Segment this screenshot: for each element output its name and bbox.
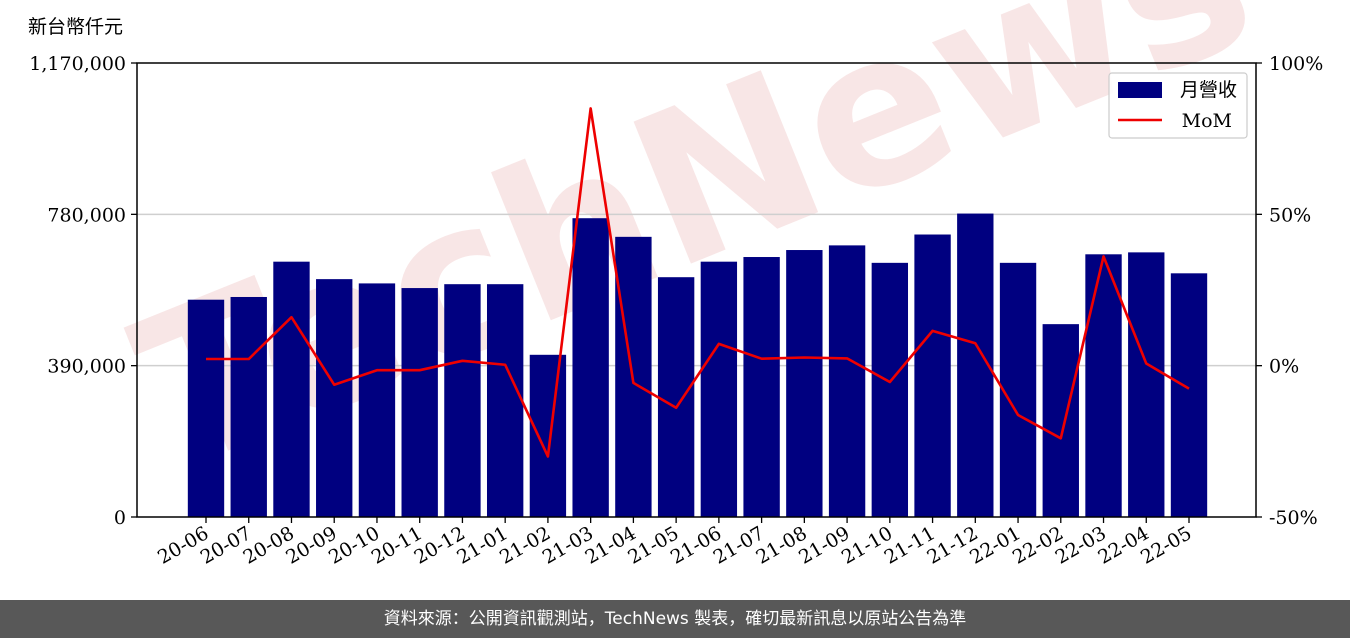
legend-swatch-bar (1118, 82, 1162, 98)
bar-21-06 (700, 261, 738, 517)
bar-20-10 (358, 283, 396, 517)
bar-22-04 (1128, 252, 1165, 517)
footer-source-note: 資料來源：公開資訊觀測站，TechNews 製表，確切最新訊息以原站公告為準 (0, 600, 1350, 638)
bar-20-07 (230, 296, 267, 517)
chart: TechNews 0390,000780,0001,170,000-50%0%5… (28, 0, 1323, 569)
left-tick-label: 0 (114, 507, 126, 529)
bar-21-01 (486, 284, 524, 517)
right-tick-label: 100% (1269, 53, 1323, 75)
bar-21-05 (657, 277, 695, 517)
bar-21-10 (871, 262, 909, 517)
bar-series (187, 213, 1208, 518)
y-axis-unit-label: 新台幣仟元 (28, 16, 123, 38)
bar-21-02 (529, 354, 567, 517)
bar-21-03 (572, 218, 609, 517)
legend: 月營收 MoM (1108, 72, 1248, 139)
bar-22-03 (1085, 254, 1122, 518)
left-tick-label: 780,000 (47, 204, 126, 226)
bar-22-01 (999, 262, 1037, 517)
legend-label-mom: MoM (1182, 110, 1232, 132)
left-tick-label: 1,170,000 (29, 53, 126, 75)
right-tick-label: 0% (1269, 356, 1299, 378)
bar-20-12 (444, 284, 481, 517)
bar-20-08 (273, 261, 310, 517)
bar-22-05 (1170, 273, 1208, 517)
bar-20-06 (187, 299, 225, 517)
legend-label-revenue: 月營收 (1180, 79, 1237, 101)
bar-21-09 (828, 245, 866, 517)
left-tick-label: 390,000 (47, 356, 126, 378)
right-tick-label: 50% (1269, 204, 1311, 226)
right-tick-label: -50% (1269, 507, 1318, 529)
bar-21-11 (914, 234, 951, 517)
bar-21-07 (743, 257, 780, 517)
bar-20-09 (316, 279, 353, 517)
mom-line-series (205, 107, 1190, 458)
x-tick-label: 22-05 (1137, 522, 1195, 568)
bar-22-02 (1042, 324, 1079, 517)
bar-20-11 (401, 288, 438, 517)
plot-frame (136, 62, 1257, 518)
bar-21-08 (786, 250, 823, 518)
mom-line (206, 107, 1190, 458)
